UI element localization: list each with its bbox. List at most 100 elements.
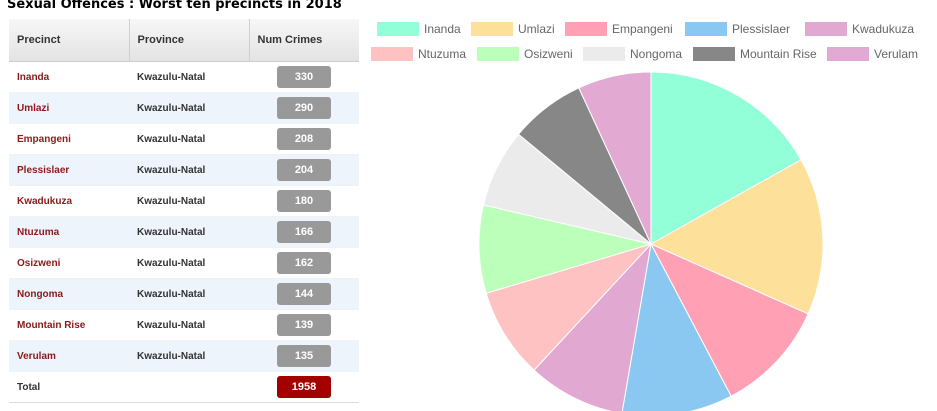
- crimes-badge: 144: [277, 283, 331, 305]
- legend-swatch: [805, 22, 847, 36]
- legend-label: Umlazi: [518, 22, 555, 36]
- legend-item[interactable]: Verulam: [827, 47, 918, 61]
- crimes-badge: 290: [277, 97, 331, 119]
- crimes-badge: 330: [277, 66, 331, 88]
- crimes-badge: 208: [277, 128, 331, 150]
- legend-swatch: [371, 47, 413, 61]
- table-row: Inanda Kwazulu-Natal 330: [9, 61, 359, 93]
- pie-slice-osizweni[interactable]: [478, 204, 653, 294]
- legend-label: Nongoma: [630, 47, 683, 61]
- precinct-cell: Plessislaer: [9, 154, 129, 186]
- crimes-badge: 180: [277, 190, 331, 212]
- pie-slice-umlazi[interactable]: [649, 159, 824, 315]
- province-cell: Kwazulu-Natal: [129, 123, 249, 155]
- header-num-crimes[interactable]: Num Crimes: [249, 19, 359, 62]
- total-label: Total: [9, 371, 129, 403]
- crimes-badge: 204: [277, 159, 331, 181]
- pie-slice-plessislaer[interactable]: [621, 242, 732, 411]
- legend-swatch: [685, 22, 727, 36]
- precinct-cell: Verulam: [9, 340, 129, 372]
- total-row: Total 1958: [9, 371, 359, 403]
- table-row: Ntuzuma Kwazulu-Natal 166: [9, 216, 359, 248]
- legend-swatch: [827, 47, 869, 61]
- pie-slice-verulam[interactable]: [578, 71, 652, 245]
- legend-swatch: [693, 47, 735, 61]
- page-title: Sexual Offences : Worst ten precincts in…: [7, 0, 342, 12]
- precinct-cell: Umlazi: [9, 92, 129, 124]
- precinct-cell: Kwadukuza: [9, 185, 129, 217]
- table-row: Umlazi Kwazulu-Natal 290: [9, 92, 359, 124]
- legend-item[interactable]: Mountain Rise: [693, 47, 817, 61]
- province-cell: Kwazulu-Natal: [129, 61, 249, 93]
- province-cell: Kwazulu-Natal: [129, 154, 249, 186]
- crimes-badge: 135: [277, 345, 331, 367]
- total-cell: 1958: [249, 371, 359, 403]
- legend-item[interactable]: Umlazi: [471, 22, 555, 36]
- table-row: Plessislaer Kwazulu-Natal 204: [9, 154, 359, 186]
- province-cell: Kwazulu-Natal: [129, 247, 249, 279]
- legend-label: Plessislaer: [732, 22, 791, 36]
- legend-item[interactable]: Kwadukuza: [805, 22, 914, 36]
- legend-label: Kwadukuza: [852, 22, 915, 36]
- crimes-cell: 290: [249, 92, 359, 124]
- crimes-cell: 139: [249, 309, 359, 341]
- legend-item[interactable]: Ntuzuma: [371, 47, 466, 61]
- table-header-row: Precinct Province Num Crimes: [9, 19, 359, 62]
- pie-slice-ntuzuma[interactable]: [485, 242, 653, 371]
- legend-label: Verulam: [874, 47, 919, 61]
- table-row: Verulam Kwazulu-Natal 135: [9, 340, 359, 372]
- header-province[interactable]: Province: [129, 19, 250, 62]
- table-row: Empangeni Kwazulu-Natal 208: [9, 123, 359, 155]
- total-badge: 1958: [277, 376, 331, 398]
- precinct-cell: Nongoma: [9, 278, 129, 310]
- legend-item[interactable]: Nongoma: [583, 47, 682, 61]
- legend-swatch: [565, 22, 607, 36]
- table-row: Mountain Rise Kwazulu-Natal 139: [9, 309, 359, 341]
- legend-swatch: [471, 22, 513, 36]
- pie-slice-kwadukuza[interactable]: [533, 242, 652, 411]
- crimes-cell: 330: [249, 61, 359, 93]
- pie-slice-inanda[interactable]: [650, 71, 802, 245]
- legend-item[interactable]: Inanda: [377, 22, 461, 36]
- province-cell: Kwazulu-Natal: [129, 278, 249, 310]
- province-cell: Kwazulu-Natal: [129, 185, 249, 217]
- province-cell: Kwazulu-Natal: [129, 309, 249, 341]
- crimes-cell: 180: [249, 185, 359, 217]
- legend-label: Empangeni: [612, 22, 673, 36]
- pie-slice-empangeni[interactable]: [649, 242, 809, 397]
- crimes-badge: 139: [277, 314, 331, 336]
- legend-label: Inanda: [424, 22, 461, 36]
- table-row: Nongoma Kwazulu-Natal 144: [9, 278, 359, 310]
- legend-label: Mountain Rise: [740, 47, 817, 61]
- legend-item[interactable]: Osizweni: [477, 47, 573, 61]
- precinct-cell: Inanda: [9, 61, 129, 93]
- province-cell: Kwazulu-Natal: [129, 340, 249, 372]
- precinct-cell: Osizweni: [9, 247, 129, 279]
- crimes-cell: 162: [249, 247, 359, 279]
- precinct-table: Precinct Province Num Crimes Inanda Kwaz…: [9, 19, 359, 403]
- crimes-cell: 135: [249, 340, 359, 372]
- legend-label: Ntuzuma: [418, 47, 467, 61]
- header-precinct[interactable]: Precinct: [9, 19, 130, 62]
- crimes-badge: 162: [277, 252, 331, 274]
- table-row: Osizweni Kwazulu-Natal 162: [9, 247, 359, 279]
- legend-swatch: [377, 22, 419, 36]
- crimes-cell: 166: [249, 216, 359, 248]
- province-cell: Kwazulu-Natal: [129, 216, 249, 248]
- crimes-cell: 204: [249, 154, 359, 186]
- crimes-cell: 144: [249, 278, 359, 310]
- crimes-cell: 208: [249, 123, 359, 155]
- legend-swatch: [583, 47, 625, 61]
- province-cell: Kwazulu-Natal: [129, 92, 249, 124]
- precinct-table-container: Precinct Province Num Crimes Inanda Kwaz…: [9, 19, 359, 403]
- table-row: Kwadukuza Kwazulu-Natal 180: [9, 185, 359, 217]
- legend-item[interactable]: Plessislaer: [685, 22, 790, 36]
- precinct-cell: Ntuzuma: [9, 216, 129, 248]
- precinct-cell: Empangeni: [9, 123, 129, 155]
- legend-label: Osizweni: [524, 47, 573, 61]
- precinct-cell: Mountain Rise: [9, 309, 129, 341]
- crimes-badge: 166: [277, 221, 331, 243]
- legend-swatch: [477, 47, 519, 61]
- legend-item[interactable]: Empangeni: [565, 22, 673, 36]
